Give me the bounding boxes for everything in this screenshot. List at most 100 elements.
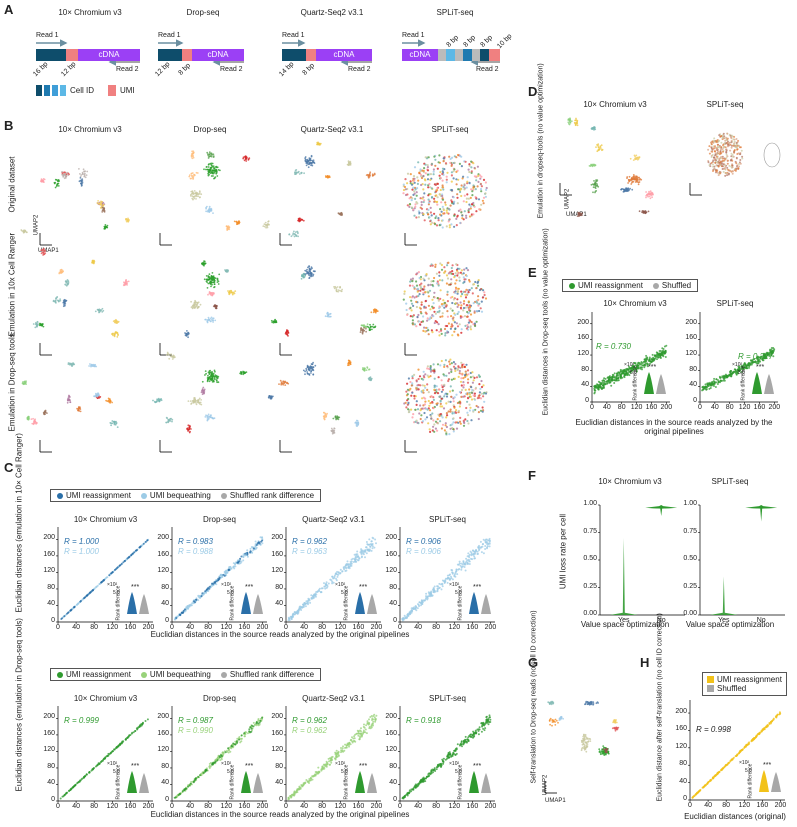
umap-point: [366, 325, 369, 328]
umap-point: [263, 225, 266, 228]
umap-point: [174, 356, 176, 358]
umap-point: [438, 193, 441, 196]
umap-point: [456, 202, 459, 205]
c-top-plot-3-inset-violin-2: [367, 594, 377, 614]
c-bottom-plot-2-xtick-label: 120: [220, 803, 233, 810]
umap-point: [312, 274, 314, 277]
umap-point: [454, 327, 457, 330]
umap-point: [406, 172, 410, 175]
c-top-plot-2: Drop-seq 0 0 40 40 80 80 120 120 160 160 200 200 R = …: [157, 515, 268, 631]
umap-point: [469, 376, 472, 379]
umap-point: [449, 296, 452, 299]
c-bottom-plot-1: 10× Chromium v3 0 0 40 40 80 80 120 120 160 160 200…: [43, 694, 154, 810]
c-top-plot-3-inset-stars: ***: [359, 584, 368, 591]
umap-point: [419, 284, 422, 288]
umap-point: [203, 260, 205, 262]
c-top-plot-1-point: [123, 560, 126, 562]
umap-point: [306, 162, 308, 165]
umap-point: [482, 395, 485, 398]
umap-point: [456, 193, 459, 196]
umap-point: [452, 202, 455, 205]
panel-label-e: E: [528, 265, 537, 280]
umap-point: [197, 399, 200, 402]
umap-point: [449, 408, 452, 411]
umap-point: [420, 303, 423, 306]
c-bottom-plot-1-point: [126, 736, 129, 739]
c-top-plot-2-point: [179, 613, 182, 616]
umap-point: [432, 363, 435, 366]
umap-point: [480, 385, 484, 389]
umap-point: [439, 208, 442, 211]
umap-point: [470, 188, 473, 191]
umap-point: [171, 420, 173, 423]
umap-point: [309, 162, 311, 165]
umap-point: [472, 379, 475, 382]
umap-point: [123, 281, 125, 284]
umap-point: [205, 210, 208, 213]
umap-point: [189, 400, 192, 402]
umap-point: [455, 279, 458, 282]
umap-point: [460, 331, 463, 334]
umap-point: [468, 280, 471, 283]
umap-point: [247, 158, 250, 161]
c-bottom-plot-2-point: [251, 724, 253, 727]
umap-point: [437, 217, 440, 220]
umap-point: [215, 171, 218, 173]
c-top-plot-2-point: [255, 544, 258, 546]
umap-point: [369, 376, 372, 379]
umap-point: [447, 272, 450, 275]
umap-point: [443, 395, 446, 398]
umap-point: [212, 153, 215, 156]
c-top-plot-3-point: [297, 609, 300, 612]
umap-point: [199, 401, 202, 404]
umap-point: [199, 196, 201, 198]
umap-point: [449, 410, 452, 413]
c-top-plot-2-xtick-label: 80: [204, 624, 213, 631]
umap-point: [206, 205, 208, 208]
c-bottom-plot-2-point: [240, 740, 243, 743]
umap-point: [463, 210, 466, 213]
umap-point: [64, 300, 67, 303]
umap-point: [214, 170, 216, 172]
a-read2-quartz: Read 2: [348, 66, 371, 73]
umap-point: [455, 409, 458, 412]
c-bottom-plot-1-ytick-label: 200: [43, 713, 55, 721]
c-bottom-plot-2-point: [224, 751, 227, 754]
umap-point: [432, 425, 435, 428]
c-bottom-plot-2-inset-ylabel: Rank difference: [229, 764, 236, 800]
c-top-plot-1-inset-violin-1: [127, 592, 137, 614]
umap-point: [466, 369, 470, 372]
c-bottom-plot-3-point: [368, 725, 371, 728]
a-bp-split-2: 8 bp: [462, 34, 478, 49]
umap-point: [204, 416, 207, 418]
umap-point: [428, 404, 431, 407]
umap-point: [313, 161, 315, 164]
umap-point: [330, 427, 333, 430]
c-top-plot-2-point: [246, 549, 249, 552]
c-bottom-plot-2-point: [250, 727, 253, 730]
umap-point: [195, 191, 198, 194]
umap-point: [200, 391, 203, 394]
umap-point: [286, 382, 288, 385]
umap-point: [434, 158, 437, 161]
c-bottom-plot-1-inset-violin-2: [139, 773, 149, 793]
c-top-plot-1-inset-ylabel: Rank difference: [115, 585, 122, 621]
umap-point: [413, 192, 416, 195]
umap-point: [190, 300, 193, 303]
umap-point: [465, 214, 468, 217]
umap-point: [468, 304, 471, 307]
umap-point: [424, 172, 427, 175]
umap-point: [312, 373, 315, 376]
umap-point: [303, 172, 305, 175]
c-top-plot-3-point: [371, 547, 374, 550]
umap-point: [25, 380, 27, 382]
umap-point: [412, 413, 415, 416]
umap-point: [425, 407, 428, 410]
umap-point: [210, 175, 213, 177]
umap-point: [433, 291, 436, 294]
umap-point: [477, 280, 480, 283]
umap-point: [457, 188, 460, 191]
c-top-plot-2-inset-violin-2: [253, 594, 263, 614]
umap-point: [411, 416, 414, 419]
c-bottom-plot-3-point: [372, 720, 375, 723]
